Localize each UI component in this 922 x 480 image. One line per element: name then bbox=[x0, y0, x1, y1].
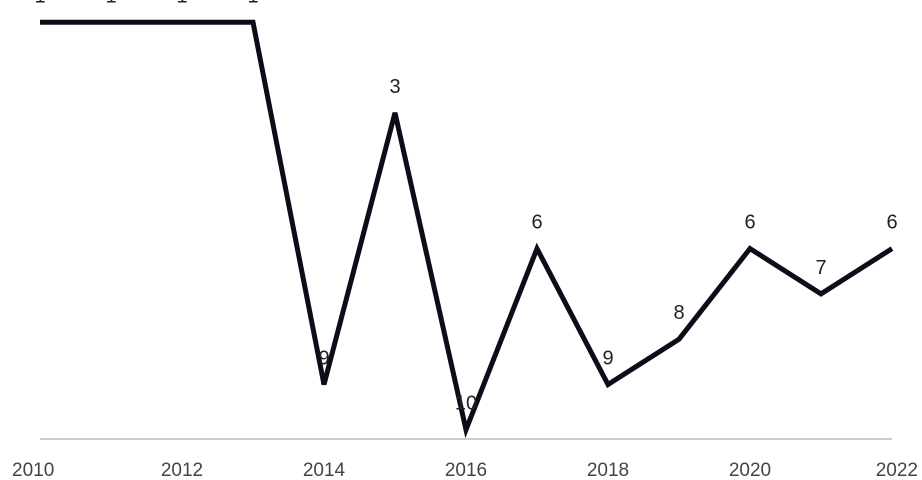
x-tick-labels: 2010 2012 2014 2016 2018 2020 2022 bbox=[12, 460, 918, 480]
data-label: 6 bbox=[744, 212, 755, 234]
data-label: 1 bbox=[105, 0, 116, 7]
x-tick-label: 2012 bbox=[161, 460, 203, 480]
x-tick-label: 2020 bbox=[729, 460, 771, 480]
x-tick-label: 2022 bbox=[876, 460, 918, 480]
data-label: 9 bbox=[602, 347, 613, 369]
data-label: 9 bbox=[318, 347, 329, 369]
data-label: 3 bbox=[389, 76, 400, 98]
data-label: 1 bbox=[176, 0, 187, 7]
data-labels: 1 1 1 1 9 3 10 6 9 8 6 7 6 bbox=[34, 0, 897, 415]
data-label: 7 bbox=[815, 257, 826, 279]
data-label: 6 bbox=[531, 212, 542, 234]
data-label: 8 bbox=[673, 302, 684, 324]
x-tick-label: 2010 bbox=[12, 460, 54, 480]
x-tick-label: 2014 bbox=[303, 460, 346, 480]
data-label: 1 bbox=[247, 0, 258, 7]
data-label: 6 bbox=[886, 212, 897, 234]
x-tick-label: 2018 bbox=[587, 460, 629, 480]
data-label: 10 bbox=[455, 393, 477, 415]
x-tick-label: 2016 bbox=[445, 460, 487, 480]
data-label: 1 bbox=[34, 0, 45, 7]
series-line bbox=[40, 19, 894, 439]
